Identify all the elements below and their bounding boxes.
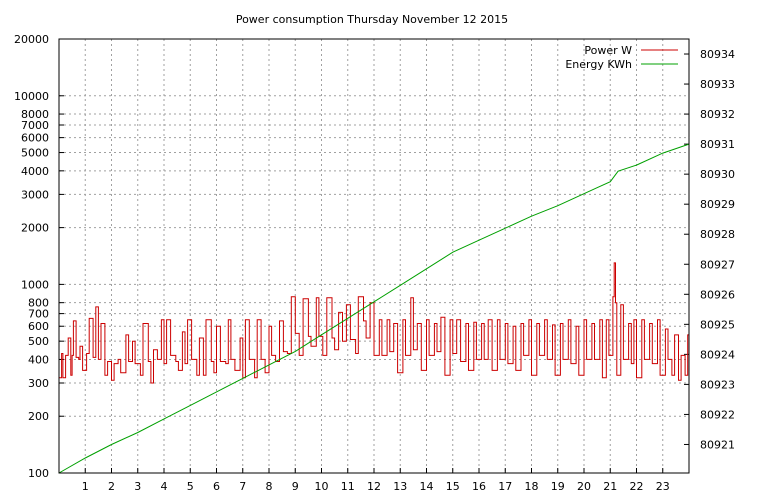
series-line-1: [58, 143, 690, 474]
y2-tick-label: 80931: [700, 138, 735, 151]
legend-label: Power W: [584, 44, 632, 57]
x-tick-label: 5: [187, 480, 194, 493]
x-tick-label: 15: [446, 480, 460, 493]
x-tick-label: 11: [341, 480, 355, 493]
y-tick-label: 600: [28, 320, 49, 333]
x-tick-label: 22: [630, 480, 644, 493]
x-tick-label: 1: [82, 480, 89, 493]
y-tick-label: 200: [28, 410, 49, 423]
y-tick-label: 500: [28, 335, 49, 348]
x-tick-label: 14: [420, 480, 434, 493]
y-tick-label: 700: [28, 308, 49, 321]
y2-tick-label: 80925: [700, 318, 735, 331]
grid-lines: [59, 39, 689, 473]
y2-tick-label: 80933: [700, 78, 735, 91]
y-tick-label: 6000: [21, 132, 49, 145]
y-tick-label: 4000: [21, 165, 49, 178]
axes: 1 2 3 4 5 6 7 8 9 10 11 12 13 14 15 16 17 18 19 20 21 22 23100…: [14, 33, 735, 493]
x-tick-label: 8: [266, 480, 273, 493]
y2-tick-label: 80930: [700, 168, 735, 181]
y2-tick-label: 80922: [700, 408, 735, 421]
x-tick-label: 6: [213, 480, 220, 493]
x-tick-label: 13: [393, 480, 407, 493]
y2-tick-label: 80929: [700, 198, 735, 211]
y-tick-label: 8000: [21, 108, 49, 121]
y-tick-label: 7000: [21, 119, 49, 132]
y-tick-label: 800: [28, 297, 49, 310]
x-tick-label: 9: [292, 480, 299, 493]
y-tick-label: 400: [28, 353, 49, 366]
y-tick-label: 20000: [14, 33, 49, 46]
y-tick-label: 2000: [21, 222, 49, 235]
legend-label: Energy KWh: [565, 58, 632, 71]
plot-frame: [58, 38, 690, 474]
series-layer: [58, 143, 690, 474]
x-tick-label: 19: [551, 480, 565, 493]
x-tick-label: 4: [161, 480, 168, 493]
chart-title: Power consumption Thursday November 12 2…: [236, 13, 508, 26]
y2-tick-label: 80927: [700, 258, 735, 271]
x-tick-label: 2: [108, 480, 115, 493]
x-tick-label: 7: [239, 480, 246, 493]
y2-tick-label: 80928: [700, 228, 735, 241]
y2-tick-label: 80921: [700, 438, 735, 451]
x-tick-label: 20: [577, 480, 591, 493]
y2-tick-label: 80934: [700, 48, 735, 61]
y-tick-label: 300: [28, 377, 49, 390]
x-tick-label: 16: [472, 480, 486, 493]
x-tick-label: 17: [498, 480, 512, 493]
y-tick-label: 1000: [21, 278, 49, 291]
x-tick-label: 18: [525, 480, 539, 493]
x-tick-label: 3: [134, 480, 141, 493]
y2-tick-label: 80923: [700, 378, 735, 391]
y-tick-label: 100: [28, 467, 49, 480]
x-tick-label: 23: [656, 480, 670, 493]
y-tick-label: 10000: [14, 90, 49, 103]
y-tick-label: 3000: [21, 188, 49, 201]
y-tick-label: 5000: [21, 147, 49, 160]
y2-tick-label: 80924: [700, 348, 735, 361]
y2-tick-label: 80926: [700, 288, 735, 301]
x-tick-label: 12: [367, 480, 381, 493]
x-tick-label: 21: [603, 480, 617, 493]
y2-tick-label: 80932: [700, 108, 735, 121]
x-tick-label: 10: [315, 480, 329, 493]
